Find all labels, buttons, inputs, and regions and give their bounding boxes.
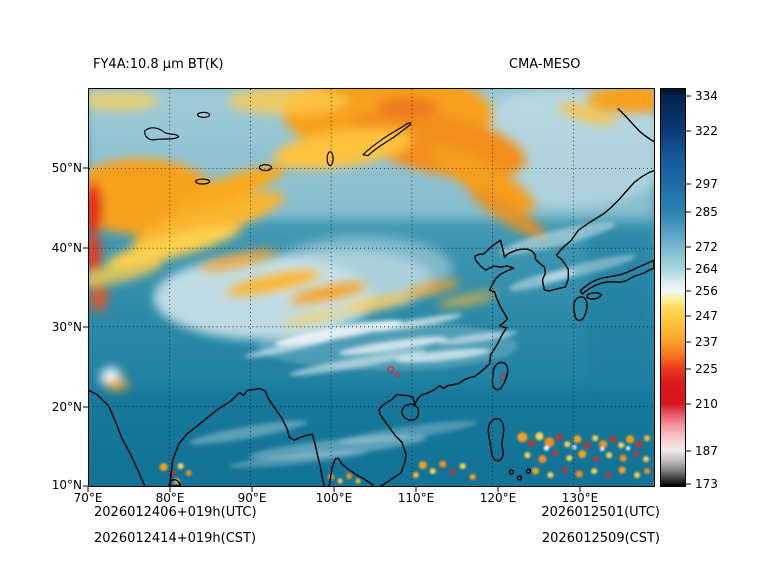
colorbar-tick-237: 237 [695, 335, 718, 349]
coast-sri-lanka [168, 478, 182, 486]
colorbar-tick-210: 210 [695, 397, 718, 411]
x-tick-label-80e: 80°E [155, 491, 185, 505]
coast-island-1 [508, 469, 515, 475]
colorbar-tick-264: 264 [695, 262, 718, 276]
colorbar-tick-322: 322 [695, 124, 718, 138]
x-tick-label-130e: 130°E [561, 491, 599, 505]
coast-honshu [579, 259, 654, 295]
colorbar-tick-187: 187 [695, 444, 718, 458]
map-panel [88, 88, 655, 487]
coast-island-3 [525, 468, 532, 474]
coastlines [89, 108, 654, 486]
lakes [144, 111, 412, 185]
y-tick-label-50n: 50°N [51, 161, 82, 175]
coast-gulf-of-thailand [328, 457, 374, 486]
colorbar-tick-334: 334 [695, 89, 718, 103]
forecast-time-utc: 2026012406+019h(UTC) [94, 505, 257, 520]
x-tick-label-120e: 120°E [479, 491, 517, 505]
coast-shikoku [586, 292, 602, 300]
lake-uvs [258, 164, 272, 172]
y-tick-label-30n: 30°N [51, 320, 82, 334]
lake-chany [144, 127, 180, 141]
forecast-time-cst: 2026012414+019h(CST) [94, 531, 257, 546]
cold-cloud-layer [89, 89, 654, 391]
coast-island-2 [516, 475, 523, 481]
x-tick-label-90e: 90°E [237, 491, 267, 505]
lake-baikal [362, 122, 412, 157]
coast-vietnam-china-korea [378, 169, 654, 486]
plot-title-left: FY4A:10.8 μm BT(K) [93, 57, 224, 72]
colorbar-tick-247: 247 [695, 309, 718, 323]
x-tick-label-110e: 110°E [397, 491, 435, 505]
lake-zaysan [195, 178, 211, 185]
colorbar-tick-256: 256 [695, 284, 718, 298]
coast-hainan [401, 403, 420, 421]
colorbar [660, 88, 686, 487]
coast-india-east-myanmar [169, 387, 325, 486]
lake-khovsgol [326, 151, 334, 167]
x-tick-label-100e: 100°E [315, 491, 353, 505]
colorbar-tick-225: 225 [695, 362, 718, 376]
coast-india-west [89, 389, 146, 486]
colorbar-tick-272: 272 [695, 240, 718, 254]
convection-dots [159, 432, 651, 485]
y-tick-label-20n: 20°N [51, 400, 82, 414]
lake-small-1 [197, 111, 211, 118]
colorbar-tick-285: 285 [695, 205, 718, 219]
coast-okhotsk [617, 108, 654, 143]
y-tick-label-10n: 10°N [51, 478, 82, 492]
x-tick-label-70e: 70°E [73, 491, 103, 505]
coast-taiwan [491, 361, 509, 391]
coast-luzon [487, 417, 505, 462]
valid-time-utc: 2026012501(UTC) [541, 505, 660, 520]
colorbar-tick-173: 173 [695, 477, 718, 491]
gridlines [89, 89, 654, 486]
y-tick-label-40n: 40°N [51, 241, 82, 255]
coast-kyushu [572, 296, 588, 322]
cirrus-layer [189, 221, 636, 468]
plot-title-right: CMA-MESO [509, 57, 581, 72]
bt-heatmap [89, 89, 654, 486]
valid-time-cst: 2026012509(CST) [541, 531, 660, 546]
colorbar-tick-297: 297 [695, 177, 718, 191]
